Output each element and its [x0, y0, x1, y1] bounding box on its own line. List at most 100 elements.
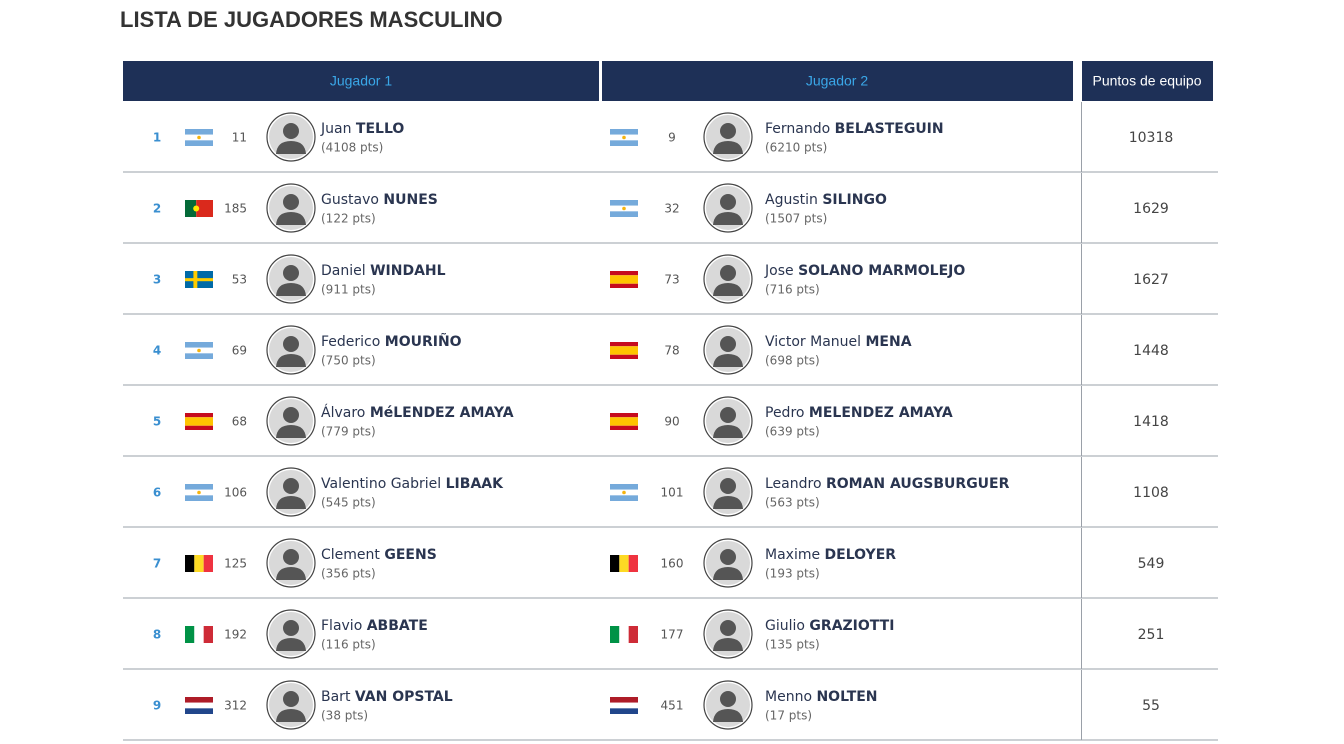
flag-part: [185, 140, 213, 146]
last-name: BELASTEGUIN: [835, 121, 944, 137]
player-rank: 53: [232, 273, 247, 287]
avatar-body: [713, 567, 743, 580]
player-points: (356 pts): [321, 567, 376, 581]
last-name: MOURIÑO: [385, 333, 462, 350]
player-name: Flavio ABBATE: [321, 618, 428, 634]
player-rank: 69: [232, 344, 247, 358]
avatar-head: [720, 265, 736, 281]
last-name: GRAZIOTTI: [809, 618, 894, 634]
player-points: (563 pts): [765, 496, 820, 510]
flag: [185, 129, 213, 146]
avatar-head: [720, 620, 736, 636]
player-name: Jose SOLANO MARMOLEJO: [764, 263, 965, 279]
player-points: (750 pts): [321, 354, 376, 368]
avatar-body: [276, 496, 306, 509]
player-points: (122 pts): [321, 212, 376, 226]
avatar-body: [276, 567, 306, 580]
flag-part: [185, 484, 213, 490]
avatar-body: [276, 638, 306, 651]
flag-part: [610, 211, 638, 217]
flag: [610, 626, 638, 643]
flag-part: [203, 626, 213, 643]
flag-part: [185, 353, 213, 359]
avatar: [266, 254, 316, 304]
flag-part: [194, 626, 204, 643]
flag-part: [610, 354, 638, 359]
row-position: 8: [153, 628, 161, 642]
player-points: (698 pts): [765, 354, 820, 368]
avatar: [266, 538, 316, 588]
player-name: Leandro ROMAN AUGSBURGUER: [765, 476, 1010, 492]
flag-part: [610, 275, 638, 284]
flag-part: [610, 626, 620, 643]
flag: [610, 200, 638, 217]
flag-part: [194, 555, 204, 572]
avatar-head: [720, 691, 736, 707]
last-name: TELLO: [356, 121, 404, 137]
first-name: Flavio: [321, 618, 362, 634]
row-position: 1: [153, 131, 161, 145]
first-name: Leandro: [765, 476, 822, 492]
first-name: Gustavo: [321, 192, 379, 208]
flag-part: [610, 702, 638, 709]
avatar: [703, 254, 753, 304]
team-points: 1418: [1133, 414, 1169, 430]
flag: [610, 555, 638, 572]
header-cell: [602, 61, 1073, 101]
row-position: 4: [153, 344, 161, 358]
row-position: 7: [153, 557, 161, 571]
flag-part: [185, 708, 213, 714]
page-title: LISTA DE JUGADORES MASCULINO: [120, 7, 503, 32]
flag-part: [185, 417, 213, 426]
team-points: 549: [1138, 556, 1165, 572]
flag-part: [610, 555, 620, 572]
flag-part: [185, 425, 213, 430]
avatar-head: [720, 123, 736, 139]
flag-part: [622, 135, 626, 140]
player-points: (716 pts): [765, 283, 820, 297]
flag-part: [622, 490, 626, 495]
first-name: Menno: [765, 689, 812, 705]
flag-part: [622, 206, 626, 211]
player-name: Fernando BELASTEGUIN: [765, 121, 944, 137]
avatar-head: [283, 265, 299, 281]
flag-part: [610, 342, 638, 347]
player-rank: 160: [661, 557, 684, 571]
player-name: Gustavo NUNES: [321, 192, 438, 208]
player-rank: 90: [664, 415, 679, 429]
column-header: Puntos de equipo: [1093, 73, 1202, 89]
flag: [185, 413, 213, 430]
avatar: [703, 609, 753, 659]
flag-part: [610, 200, 638, 206]
flag-part: [197, 348, 201, 353]
row-position: 5: [153, 415, 161, 429]
player-name: Clement GEENS: [321, 547, 437, 563]
last-name: ROMAN AUGSBURGUER: [826, 476, 1010, 492]
avatar: [703, 467, 753, 517]
flag: [610, 129, 638, 146]
avatar: [266, 467, 316, 517]
team-points: 1108: [1133, 485, 1169, 501]
avatar: [703, 183, 753, 233]
first-name: Jose: [764, 263, 794, 279]
avatar: [266, 680, 316, 730]
avatar-head: [283, 194, 299, 210]
flag: [185, 697, 213, 714]
team-points: 1448: [1133, 343, 1169, 359]
first-name: Maxime: [765, 547, 820, 563]
team-points: 55: [1142, 698, 1160, 714]
flag-part: [196, 200, 213, 217]
player-name: Giulio GRAZIOTTI: [765, 618, 894, 634]
flag: [610, 342, 638, 359]
flag-part: [185, 495, 213, 501]
player-rank: 106: [224, 486, 247, 500]
player-rank: 101: [661, 486, 684, 500]
flag-part: [610, 495, 638, 501]
last-name: VAN OPSTAL: [355, 689, 453, 705]
flag: [610, 697, 638, 714]
last-name: WINDAHL: [370, 263, 446, 279]
avatar-body: [276, 283, 306, 296]
team-points: 10318: [1129, 130, 1174, 146]
flag-part: [197, 490, 201, 495]
team-points: 251: [1138, 627, 1165, 643]
